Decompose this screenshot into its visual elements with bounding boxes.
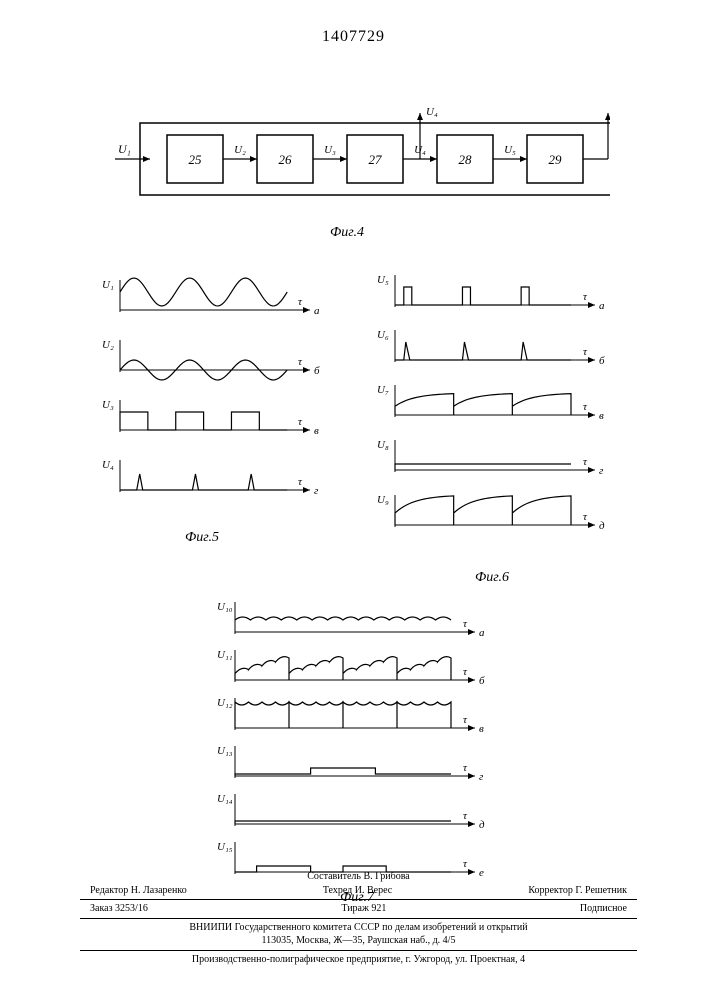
svg-text:τ: τ — [463, 762, 468, 774]
svg-text:τ: τ — [463, 618, 468, 630]
compiler-line: Составитель В. Грибова — [80, 870, 637, 884]
svg-text:г: г — [479, 771, 484, 783]
svg-text:τ: τ — [298, 476, 303, 488]
svg-text:29: 29 — [549, 152, 563, 167]
svg-text:τ: τ — [583, 291, 588, 303]
svg-text:а: а — [314, 305, 320, 317]
svg-text:τ: τ — [583, 401, 588, 413]
printer-line: Производственно-полиграфическое предприя… — [80, 953, 637, 967]
svg-text:г: г — [599, 465, 604, 477]
signed: Подписное — [580, 902, 627, 916]
svg-text:д: д — [479, 819, 485, 831]
fig5-label: Фиг.5 — [185, 530, 219, 546]
svg-text:U₉: U₉ — [377, 494, 389, 506]
svg-text:а: а — [479, 627, 485, 639]
svg-text:U₃: U₃ — [324, 144, 336, 156]
svg-text:U₇: U₇ — [377, 384, 389, 396]
svg-text:U₆: U₆ — [377, 329, 389, 341]
svg-text:τ: τ — [463, 810, 468, 822]
svg-text:τ: τ — [298, 296, 303, 308]
order-no: Заказ 3253/16 — [90, 902, 148, 916]
svg-text:τ: τ — [583, 346, 588, 358]
svg-text:U₁₂: U₁₂ — [217, 697, 233, 709]
svg-text:U₁₃: U₁₃ — [217, 745, 233, 757]
svg-text:б: б — [599, 355, 605, 367]
svg-text:в: в — [479, 723, 484, 735]
svg-text:τ: τ — [463, 666, 468, 678]
fig5-traces: U₁τаU₂τбU₃τвU₄τг — [95, 270, 345, 540]
svg-text:U₅: U₅ — [504, 144, 516, 156]
svg-text:U₅: U₅ — [377, 274, 389, 286]
svg-text:б: б — [479, 675, 485, 687]
svg-text:г: г — [314, 485, 319, 497]
fig4-diagram: U₁25U₂26U₃27U₄U₄28U₅29U₆ — [110, 105, 610, 235]
svg-text:U₁₀: U₁₀ — [217, 601, 233, 613]
svg-text:U₁: U₁ — [102, 279, 114, 291]
publisher-line2: 113035, Москва, Ж—35, Раушская наб., д. … — [80, 934, 637, 948]
print-run: Тираж 921 — [341, 902, 386, 916]
svg-text:τ: τ — [298, 416, 303, 428]
svg-text:б: б — [314, 365, 320, 377]
svg-text:U₄: U₄ — [426, 106, 438, 118]
svg-text:в: в — [314, 425, 319, 437]
svg-text:U₃: U₃ — [102, 399, 114, 411]
svg-text:U₁₁: U₁₁ — [217, 649, 233, 661]
patent-page: 1407729 U₁ 25 U₂ 26 U₃ 27 U₄ U₄ 28 U₅ 29 U₆ Фиг.4 U… — [0, 0, 707, 1000]
svg-text:27: 27 — [369, 152, 383, 167]
svg-text:д: д — [599, 520, 605, 532]
svg-text:U₁: U₁ — [118, 142, 131, 156]
svg-text:26: 26 — [279, 152, 293, 167]
corrector: Корректор Г. Решетник — [528, 884, 627, 898]
fig6-traces: U₅τаU₆τбU₇τвU₈τгU₉τд — [370, 270, 630, 580]
svg-text:U₄: U₄ — [102, 459, 114, 471]
svg-text:U₁₄: U₁₄ — [217, 793, 233, 805]
patent-number: 1407729 — [0, 28, 707, 46]
svg-text:а: а — [599, 300, 605, 312]
imprint-footer: Составитель В. Грибова Редактор Н. Лазар… — [80, 870, 637, 966]
svg-text:τ: τ — [583, 511, 588, 523]
svg-text:U₂: U₂ — [102, 339, 114, 351]
svg-text:U₁₅: U₁₅ — [217, 841, 233, 853]
svg-text:τ: τ — [298, 356, 303, 368]
fig6-label: Фиг.6 — [475, 570, 509, 586]
fig4-label: Фиг.4 — [330, 225, 364, 241]
svg-text:28: 28 — [459, 152, 473, 167]
svg-text:U₂: U₂ — [234, 144, 246, 156]
svg-text:τ: τ — [463, 714, 468, 726]
editor: Редактор Н. Лазаренко — [90, 884, 187, 898]
svg-text:в: в — [599, 410, 604, 422]
svg-text:τ: τ — [463, 858, 468, 870]
svg-text:25: 25 — [189, 152, 203, 167]
fig7-traces: U₁₀τаU₁₁τбU₁₂τвU₁₃τгU₁₄τдU₁₅τе — [205, 600, 525, 900]
publisher-line1: ВНИИПИ Государственного комитета СССР по… — [80, 921, 637, 935]
svg-text:τ: τ — [583, 456, 588, 468]
svg-text:U₈: U₈ — [377, 439, 389, 451]
tech-editor: Техред И. Верес — [323, 884, 392, 898]
